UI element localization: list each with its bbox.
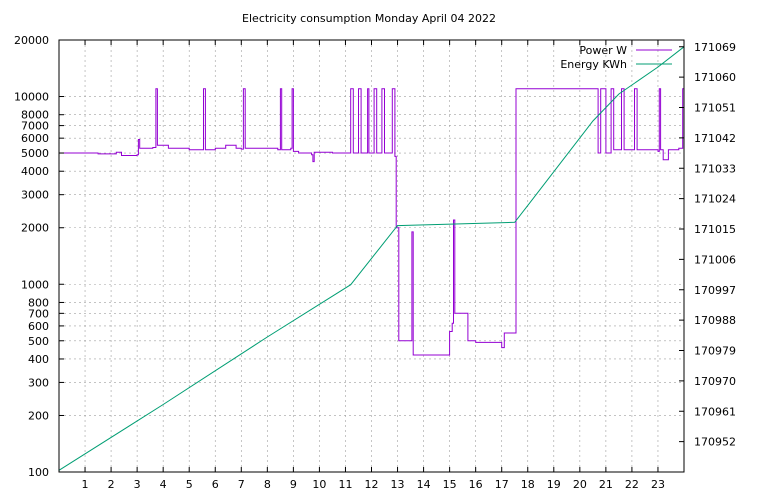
axis-ticks: 1 2 3 4 5 6 7 8 9 10 11 12 13 14 15 16 17 18 19 20 21 22 23100… xyxy=(14,34,736,491)
y-left-tick-label: 200 xyxy=(28,409,49,422)
x-tick-label: 16 xyxy=(469,478,483,491)
y-left-tick-label: 300 xyxy=(28,376,49,389)
x-tick-label: 21 xyxy=(599,478,613,491)
y-right-tick-label: 170970 xyxy=(694,375,736,388)
y-right-tick-label: 170979 xyxy=(694,345,736,358)
x-tick-label: 18 xyxy=(521,478,535,491)
y-right-tick-label: 171060 xyxy=(694,71,736,84)
x-tick-label: 5 xyxy=(186,478,193,491)
y-left-tick-label: 400 xyxy=(28,353,49,366)
x-tick-label: 7 xyxy=(238,478,245,491)
y-left-tick-label: 20000 xyxy=(14,34,49,47)
y-right-tick-label: 170961 xyxy=(694,405,736,418)
x-tick-label: 11 xyxy=(338,478,352,491)
y-right-tick-label: 171015 xyxy=(694,223,736,236)
x-tick-label: 23 xyxy=(651,478,665,491)
y-right-tick-label: 171024 xyxy=(694,193,736,206)
grid xyxy=(59,40,684,472)
x-tick-label: 6 xyxy=(212,478,219,491)
legend-label-power: Power W xyxy=(579,44,627,57)
x-tick-label: 12 xyxy=(365,478,379,491)
energy-series-line xyxy=(58,46,685,471)
y-left-tick-label: 4000 xyxy=(21,165,49,178)
x-tick-label: 3 xyxy=(134,478,141,491)
x-tick-label: 9 xyxy=(290,478,297,491)
x-tick-label: 19 xyxy=(547,478,561,491)
y-left-tick-label: 700 xyxy=(28,307,49,320)
x-tick-label: 20 xyxy=(573,478,587,491)
y-left-tick-label: 1000 xyxy=(21,278,49,291)
x-tick-label: 8 xyxy=(264,478,271,491)
x-tick-label: 1 xyxy=(82,478,89,491)
y-left-tick-label: 3000 xyxy=(21,189,49,202)
y-right-tick-label: 171042 xyxy=(694,132,736,145)
y-left-tick-label: 7000 xyxy=(21,120,49,133)
y-right-tick-label: 171033 xyxy=(694,162,736,175)
y-right-tick-label: 170988 xyxy=(694,314,736,327)
x-tick-label: 22 xyxy=(625,478,639,491)
y-left-tick-label: 8000 xyxy=(21,109,49,122)
y-left-tick-label: 5000 xyxy=(21,147,49,160)
power-series-line xyxy=(59,88,685,356)
x-tick-label: 4 xyxy=(160,478,167,491)
x-tick-label: 13 xyxy=(391,478,405,491)
legend-label-energy: Energy KWh xyxy=(560,58,627,71)
y-left-tick-label: 6000 xyxy=(21,132,49,145)
legend: Power W Energy KWh xyxy=(560,44,672,71)
y-right-tick-label: 171069 xyxy=(694,41,736,54)
x-tick-label: 17 xyxy=(495,478,509,491)
y-left-tick-label: 500 xyxy=(28,335,49,348)
y-left-tick-label: 2000 xyxy=(21,222,49,235)
y-left-tick-label: 10000 xyxy=(14,91,49,104)
chart-title: Electricity consumption Monday April 04 … xyxy=(242,12,496,25)
y-right-tick-label: 171051 xyxy=(694,102,736,115)
x-tick-label: 15 xyxy=(443,478,457,491)
y-left-tick-label: 600 xyxy=(28,320,49,333)
x-tick-label: 2 xyxy=(108,478,115,491)
y-right-tick-label: 170952 xyxy=(694,436,736,449)
y-right-tick-label: 171006 xyxy=(694,253,736,266)
y-left-tick-label: 800 xyxy=(28,296,49,309)
y-left-tick-label: 100 xyxy=(28,466,49,479)
x-tick-label: 14 xyxy=(417,478,431,491)
series-lines xyxy=(58,46,685,471)
y-right-tick-label: 170997 xyxy=(694,284,736,297)
x-tick-label: 10 xyxy=(312,478,326,491)
